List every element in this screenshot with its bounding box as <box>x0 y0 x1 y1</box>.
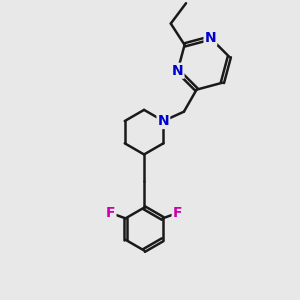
Text: N: N <box>205 31 216 45</box>
Text: N: N <box>158 114 169 128</box>
Text: N: N <box>172 64 184 78</box>
Text: F: F <box>173 206 182 220</box>
Text: F: F <box>106 206 116 220</box>
